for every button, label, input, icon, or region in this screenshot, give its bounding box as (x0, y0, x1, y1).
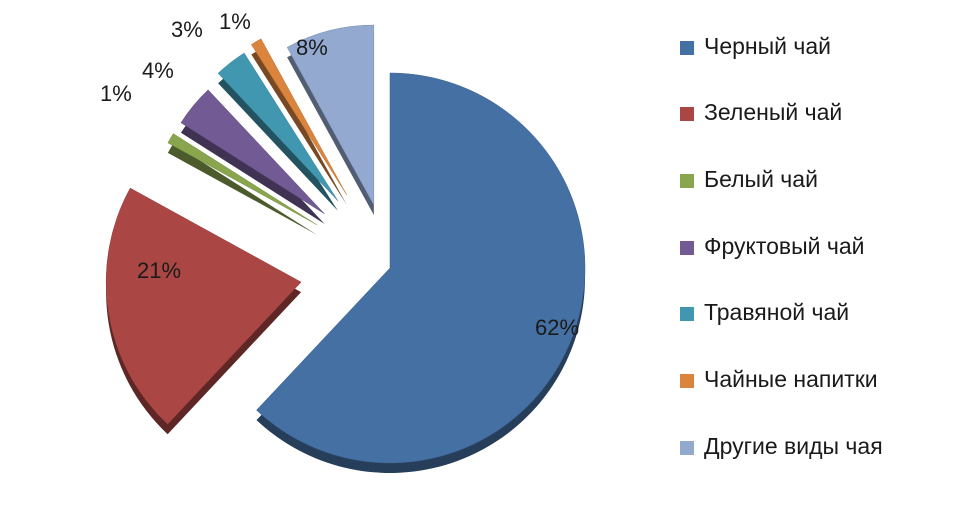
pie-slice-4 (180, 89, 325, 215)
slice-label-5: 3% (171, 17, 203, 42)
legend-swatch (680, 41, 694, 55)
legend-label: Другие виды чая (704, 433, 883, 459)
pie-slice-5 (217, 52, 339, 202)
pie-slice-1 (256, 72, 586, 464)
legend-swatch (680, 241, 694, 255)
legend-label: Черный чай (704, 33, 832, 59)
legend-swatch (680, 307, 694, 321)
legend-item: Черный чай (680, 30, 944, 63)
legend-label: Зеленый чай (704, 99, 843, 125)
pie-slice-side-3 (167, 143, 317, 235)
legend-label: Фруктовый чай (704, 233, 865, 259)
slice-label-3: 1% (100, 81, 132, 106)
pie-slice-7 (286, 24, 375, 206)
slice-label-4: 4% (142, 58, 174, 83)
legend-swatch (680, 174, 694, 188)
legend-swatch (680, 107, 694, 121)
pie-slice-2 (105, 187, 302, 425)
slice-label-1: 62% (535, 315, 579, 340)
pie-chart: 62% 21% 1% 4% 3% 1% 8% (100, 9, 586, 474)
legend-item: Зеленый чай (680, 96, 944, 129)
legend-item: Травяной чай (680, 296, 944, 329)
legend-label: Чайные напитки (704, 366, 878, 392)
pie-slice-3 (167, 133, 317, 225)
legend-item: Чайные напитки (680, 363, 944, 396)
legend-label: Белый чай (704, 166, 818, 192)
legend-item: Фруктовый чай (680, 230, 944, 263)
legend-item: Белый чай (680, 163, 944, 196)
slice-label-2: 21% (137, 258, 181, 283)
pie-slice-side-6 (251, 48, 347, 205)
legend-item: Другие виды чая (680, 430, 944, 463)
legend-swatch (680, 374, 694, 388)
pie-slice-6 (251, 38, 347, 195)
legend-label: Травяной чай (704, 299, 850, 325)
slice-label-7: 8% (296, 35, 328, 60)
slice-label-6: 1% (219, 9, 251, 34)
legend-swatch (680, 441, 694, 455)
